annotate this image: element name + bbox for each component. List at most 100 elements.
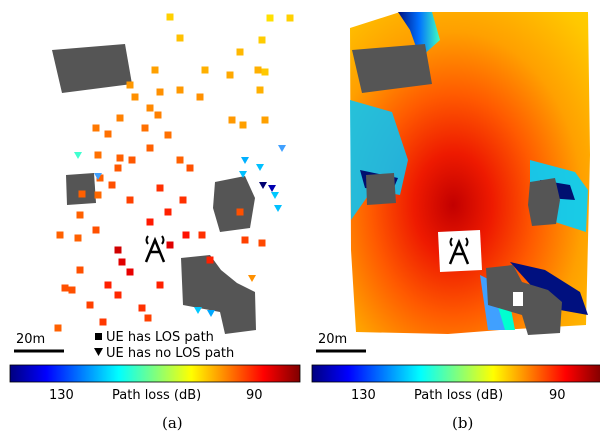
legend-label-los: UE has LOS path [106, 330, 214, 345]
ue-los-marker [179, 196, 187, 204]
scale-label-a: 20m [16, 332, 46, 347]
ue-los-marker [76, 266, 84, 274]
ue-los-marker [164, 131, 172, 139]
ue-markers [54, 13, 294, 332]
ue-los-marker [241, 236, 249, 244]
ue-los-marker [146, 218, 154, 226]
ue-los-marker [176, 86, 184, 94]
ue-los-marker [128, 156, 136, 164]
ue-los-marker [114, 246, 122, 254]
ue-nlos-marker [239, 171, 247, 178]
colorbar-b-label: Path loss (dB) [414, 388, 504, 403]
ue-nlos-marker [274, 205, 282, 212]
ue-los-marker [286, 14, 294, 22]
colorbar-b [311, 364, 600, 383]
colorbar-a-label: Path loss (dB) [112, 388, 202, 403]
ue-los-marker [78, 190, 86, 198]
ue-los-marker [56, 231, 64, 239]
ue-los-marker [182, 231, 190, 239]
ue-los-marker [236, 208, 244, 216]
ue-los-marker [151, 66, 159, 74]
ue-los-marker [126, 81, 134, 89]
ue-los-marker [126, 196, 134, 204]
base-station-icon [448, 237, 470, 265]
ue-los-marker [76, 211, 84, 219]
ue-los-marker [146, 144, 154, 152]
ue-nlos-marker [248, 275, 256, 282]
ue-los-marker [261, 68, 269, 76]
building [352, 44, 562, 335]
ue-los-marker [226, 71, 234, 79]
ue-los-marker [118, 258, 126, 266]
base-station-clear-area [438, 230, 482, 272]
ue-los-marker [266, 14, 274, 22]
ue-los-marker [104, 130, 112, 138]
ue-los-marker [116, 154, 124, 162]
ue-los-marker [201, 66, 209, 74]
ue-los-marker [156, 88, 164, 96]
ue-los-marker [86, 301, 94, 309]
ue-los-marker [92, 226, 100, 234]
ue-los-marker [176, 156, 184, 164]
ue-los-marker [94, 191, 102, 199]
heatmap-region [350, 12, 590, 334]
ue-los-marker [256, 86, 264, 94]
ue-los-marker [206, 256, 214, 264]
shadow-region [398, 12, 440, 58]
ue-los-marker [228, 116, 236, 124]
ue-los-marker [74, 234, 82, 242]
scale-label-b: 20m [318, 332, 348, 347]
ue-los-marker [146, 104, 154, 112]
building [52, 44, 256, 334]
building-gap [513, 292, 523, 306]
ue-los-marker [258, 36, 266, 44]
ue-los-marker [131, 93, 139, 101]
ue-los-marker [144, 314, 152, 322]
ue-los-marker [54, 324, 62, 332]
ue-los-marker [114, 291, 122, 299]
caption-a: (a) [162, 414, 183, 432]
ue-los-marker [156, 184, 164, 192]
ue-nlos-marker [268, 185, 276, 192]
colorbar-b-tick-130: 130 [351, 388, 376, 403]
ue-los-marker [141, 124, 149, 132]
ue-nlos-marker [94, 173, 102, 180]
legend-square-marker [95, 333, 102, 340]
ue-los-marker [261, 116, 269, 124]
colorbar-a-tick-130: 130 [49, 388, 74, 403]
ue-los-marker [126, 268, 134, 276]
ue-los-marker [116, 114, 124, 122]
ue-los-marker [239, 121, 247, 129]
ue-los-marker [92, 124, 100, 132]
ue-los-marker [196, 93, 204, 101]
ue-nlos-marker [271, 192, 279, 199]
ue-los-marker [138, 304, 146, 312]
ue-nlos-marker [194, 307, 202, 314]
ue-los-marker [176, 34, 184, 42]
ue-los-marker [61, 284, 69, 292]
colorbar-a-tick-90: 90 [246, 388, 263, 403]
legend-label-nlos: UE has no LOS path [106, 346, 235, 361]
ue-los-marker [166, 13, 174, 21]
ue-los-marker [198, 231, 206, 239]
ue-nlos-marker [241, 157, 249, 164]
ue-los-marker [104, 281, 112, 289]
caption-b: (b) [452, 414, 474, 432]
ue-nlos-marker [278, 145, 286, 152]
legend-triangle-marker [94, 348, 103, 356]
ue-los-marker [114, 164, 122, 172]
ue-los-marker [258, 239, 266, 247]
ue-los-marker [99, 318, 107, 326]
panel-a-los-map [9, 13, 301, 383]
ue-los-marker [96, 174, 104, 182]
ue-los-marker [154, 111, 162, 119]
colorbar-a [9, 364, 301, 383]
ue-los-marker [164, 208, 172, 216]
ue-los-marker [166, 241, 174, 249]
ue-nlos-marker [256, 164, 264, 171]
ue-nlos-marker [259, 182, 267, 189]
panel-b-pathloss-map [311, 12, 600, 383]
ue-los-marker [254, 66, 262, 74]
colorbar-b-tick-90: 90 [549, 388, 566, 403]
